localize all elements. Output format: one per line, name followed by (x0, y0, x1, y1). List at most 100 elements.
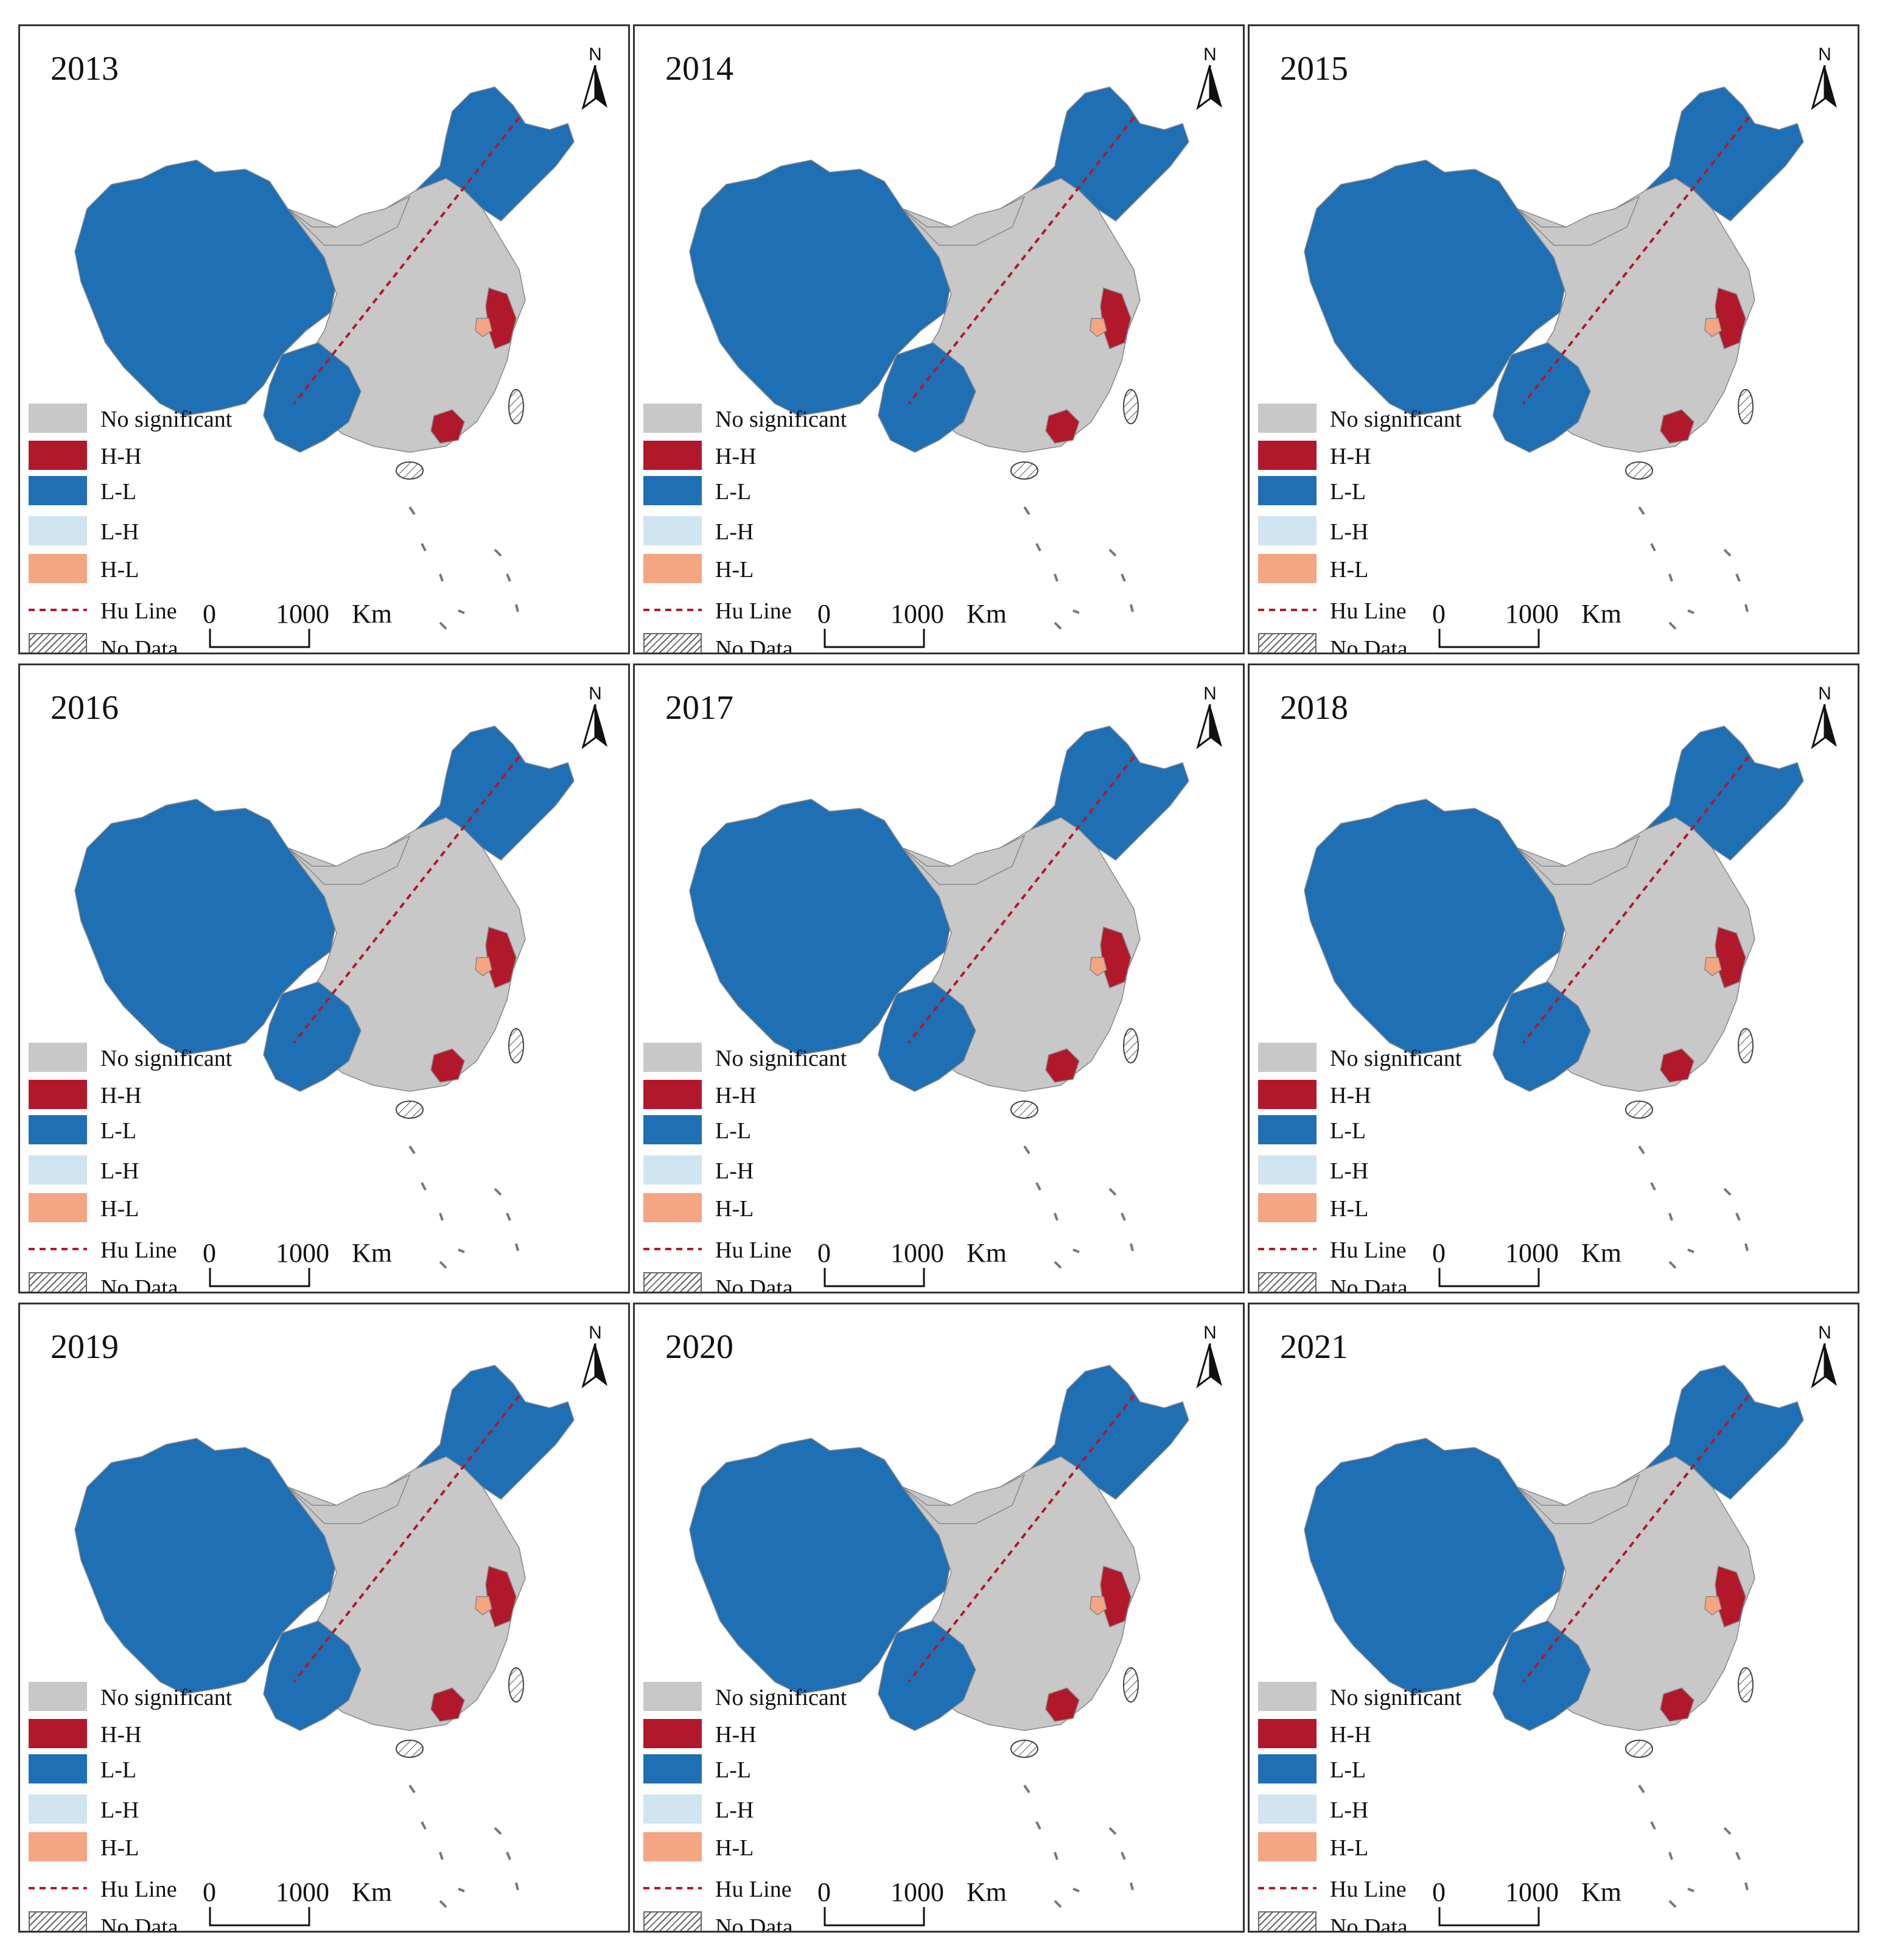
china-map (1304, 86, 1804, 630)
north-arrow-label: N (1818, 1323, 1831, 1343)
panel-year: 2016 (51, 689, 119, 727)
scale-unit: Km (1581, 599, 1621, 629)
legend-item-hl: H-L (643, 1832, 899, 1863)
region-north-strip (1517, 1474, 1640, 1524)
north-arrow-label: N (1818, 684, 1831, 704)
legend-item-no-data: No Data (1258, 1911, 1514, 1931)
region-southwest (878, 1620, 976, 1731)
china-map (1304, 1365, 1804, 1908)
south-china-sea-islands (1023, 1784, 1134, 1908)
region-northeast-ll (1645, 86, 1804, 222)
legend-item-no-significant: No significant (1258, 1682, 1514, 1712)
region-west-ll (689, 799, 952, 1055)
legend-swatch-lh (29, 516, 87, 545)
legend-swatch-hh (1258, 441, 1317, 470)
china-map (74, 86, 575, 630)
legend-swatch-hl (1258, 1193, 1317, 1222)
hu-line (908, 116, 1135, 405)
hu-line (1522, 755, 1750, 1044)
legend-label-hl: H-L (1330, 557, 1369, 583)
legend-label-no-data: No Data (715, 1914, 793, 1933)
scale-unit: Km (1581, 1238, 1621, 1268)
scale-distance: 1000 (276, 599, 329, 629)
scale-zero: 0 (203, 1238, 216, 1268)
legend-swatch-hh (643, 1719, 702, 1748)
legend-item-hh: H-H (29, 1080, 284, 1110)
legend-item-hh: H-H (643, 1719, 899, 1749)
map-panel-2015: 2015 N No significant H-H L-L (1248, 24, 1859, 654)
legend-swatch-hu-line (1258, 1248, 1317, 1250)
legend-swatch-hl (29, 1832, 87, 1861)
scale-bar: 0 1000 Km (817, 1237, 1024, 1287)
legend-label-hu-line: Hu Line (1330, 1237, 1407, 1263)
legend-label-hh: H-H (100, 1722, 142, 1748)
region-southwest (878, 342, 976, 453)
region-east-hl (475, 318, 492, 337)
legend-item-hu-line: Hu Line (643, 595, 899, 626)
taiwan-nodata (508, 1667, 524, 1703)
scale-zero: 0 (817, 599, 831, 629)
panel-year: 2013 (51, 50, 119, 88)
legend-item-hu-line: Hu Line (643, 1234, 899, 1265)
legend-item-hl: H-L (1258, 554, 1514, 584)
legend-label-no-data: No Data (715, 1275, 793, 1293)
legend-label-no-significant: No significant (715, 407, 847, 432)
legend-item-lh: L-H (1258, 1155, 1514, 1186)
legend-item-no-significant: No significant (1258, 1043, 1514, 1073)
legend-item-lh: L-H (1258, 516, 1514, 547)
region-east-hl (1704, 318, 1722, 337)
legend-swatch-hl (1258, 554, 1317, 583)
legend-swatch-no-significant (643, 1043, 702, 1072)
legend-swatch-no-data (643, 633, 702, 653)
legend-item-hh: H-H (1258, 1719, 1514, 1749)
legend-label-no-data: No Data (715, 636, 793, 654)
scale-distance: 1000 (276, 1238, 329, 1268)
region-east-hh (485, 1566, 517, 1628)
legend-swatch-lh (643, 1794, 702, 1824)
legend-swatch-hl (643, 1832, 702, 1861)
scale-bar-line (824, 1907, 925, 1927)
region-northeast-ll (415, 726, 575, 861)
south-china-sea-islands (408, 506, 519, 630)
scale-bar: 0 1000 Km (203, 598, 410, 648)
legend-label-hu-line: Hu Line (100, 1877, 177, 1902)
map-panel-2013: 2013 N No significant H-H L-L (18, 24, 630, 654)
region-northeast-ll (1030, 1365, 1189, 1500)
hu-line (1522, 116, 1750, 405)
legend-item-hl: H-L (29, 1193, 284, 1223)
scale-zero: 0 (203, 599, 216, 629)
legend-item-hh: H-H (29, 441, 284, 471)
legend-label-lh: L-H (100, 1797, 139, 1823)
north-arrow-label: N (1203, 1323, 1217, 1343)
region-west-ll (74, 799, 337, 1055)
scale-unit: Km (352, 1877, 392, 1907)
legend-label-lh: L-H (100, 1158, 139, 1184)
legend-label-ll: L-L (100, 1118, 137, 1144)
legend-label-no-significant: No significant (1330, 1685, 1462, 1710)
region-southwest (263, 981, 362, 1092)
region-east-hl (1089, 1596, 1107, 1615)
legend-swatch-hu-line (643, 1248, 702, 1250)
north-arrow: N (577, 1323, 614, 1402)
legend-label-hh: H-H (100, 444, 142, 469)
scale-zero: 0 (1432, 1877, 1446, 1907)
south-china-sea-islands (408, 1145, 519, 1269)
legend-label-hh: H-H (1330, 1722, 1371, 1748)
north-arrow-icon (581, 1343, 607, 1388)
legend-item-lh: L-H (29, 1155, 284, 1186)
legend-item-no-significant: No significant (29, 1043, 284, 1073)
legend-swatch-hl (1258, 1832, 1317, 1861)
legend-swatch-lh (1258, 1155, 1317, 1185)
legend-swatch-hh (643, 1080, 702, 1109)
legend-swatch-ll (643, 476, 702, 505)
map-panel-2016: 2016 N No significant H-H L-L (18, 663, 630, 1293)
north-arrow-label: N (589, 684, 602, 704)
legend-swatch-hh (29, 1080, 87, 1109)
china-map (689, 1365, 1189, 1908)
region-east-hl (1704, 957, 1722, 976)
scale-distance: 1000 (1505, 1877, 1559, 1907)
taiwan-nodata (1123, 1667, 1139, 1703)
panel-year: 2015 (1280, 50, 1348, 88)
legend-swatch-no-significant (1258, 1043, 1317, 1072)
south-china-sea-islands (1638, 506, 1749, 630)
